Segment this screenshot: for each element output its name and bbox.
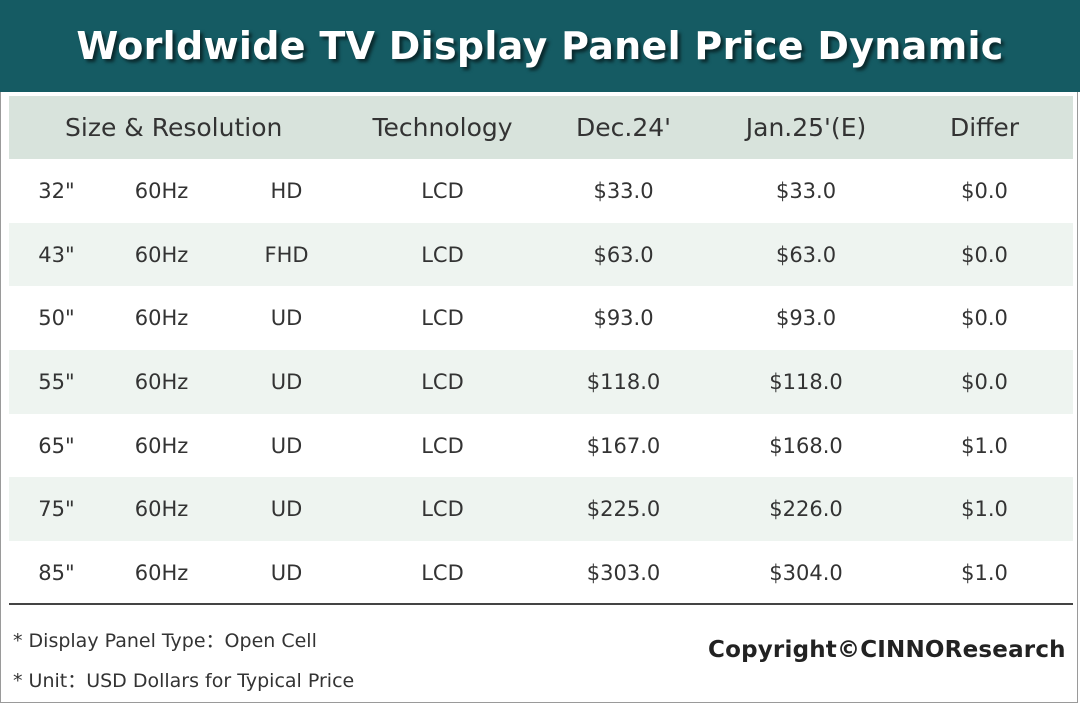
- cell-jan25-price: $168.0: [769, 433, 843, 458]
- cell-technology: LCD: [421, 560, 464, 585]
- copyright-text: Copyright©CINNOResearch: [708, 637, 1066, 663]
- cell-technology: LCD: [421, 242, 464, 267]
- cell-jan25-price: $63.0: [775, 242, 837, 267]
- cell-dec24-price: $33.0: [593, 178, 654, 203]
- table-row: 75" 60Hz UD LCD $225.0 $226.0 $1.0: [9, 477, 1074, 542]
- column-header-dec24: Dec.24': [576, 113, 672, 142]
- table-row: 85" 60Hz UD LCD $303.0 $304.0 $1.0: [9, 541, 1073, 605]
- cell-jan25-price: $93.0: [775, 306, 837, 331]
- cell-differ: $0.0: [961, 242, 1008, 267]
- note-panel-type: * Display Panel Type：Open Cell: [13, 630, 317, 652]
- cell-resolution: UD: [270, 306, 303, 331]
- column-header-jan25: Jan.25'(E): [745, 113, 867, 142]
- table-row: 43" 60Hz FHD LCD $63.0 $63.0 $0.0: [9, 222, 1074, 287]
- cell-differ: $0.0: [961, 306, 1008, 331]
- note-unit: * Unit：USD Dollars for Typical Price: [13, 670, 355, 692]
- table-row: 65" 60Hz UD LCD $167.0 $168.0 $1.0: [9, 414, 1073, 478]
- column-header-size-resolution: Size & Resolution: [65, 113, 283, 142]
- cell-resolution: UD: [270, 497, 303, 522]
- cell-size: 43": [38, 242, 75, 267]
- cell-resolution: UD: [270, 560, 303, 585]
- cell-resolution: FHD: [264, 242, 309, 267]
- cell-differ: $1.0: [961, 433, 1008, 458]
- cell-size: 32": [38, 178, 75, 203]
- price-table: Size & Resolution Technology Dec.24' Jan…: [9, 96, 1074, 605]
- cell-refresh-rate: 60Hz: [134, 560, 189, 585]
- cell-resolution: UD: [270, 433, 303, 458]
- table-row: 55" 60Hz UD LCD $118.0 $118.0 $0.0: [9, 350, 1074, 414]
- cell-differ: $1.0: [961, 497, 1008, 522]
- cell-jan25-price: $226.0: [769, 497, 843, 522]
- cell-refresh-rate: 60Hz: [134, 178, 189, 203]
- cell-size: 75": [38, 497, 75, 522]
- cell-dec24-price: $167.0: [586, 433, 661, 458]
- cell-dec24-price: $118.0: [586, 369, 661, 394]
- table-bottom-rule: [9, 603, 1073, 605]
- table-row: 50" 60Hz UD LCD $93.0 $93.0 $0.0: [9, 286, 1073, 350]
- cell-jan25-price: $33.0: [775, 178, 837, 203]
- cell-differ: $1.0: [961, 560, 1008, 585]
- cell-refresh-rate: 60Hz: [134, 497, 189, 522]
- cell-dec24-price: $225.0: [586, 497, 661, 522]
- cell-dec24-price: $303.0: [586, 560, 661, 585]
- cell-resolution: HD: [270, 178, 303, 203]
- cell-size: 85": [38, 560, 75, 585]
- cell-differ: $0.0: [961, 369, 1008, 394]
- page-title: Worldwide TV Display Panel Price Dynamic: [76, 24, 1004, 68]
- cell-dec24-price: $63.0: [593, 242, 654, 267]
- cell-size: 55": [38, 369, 75, 394]
- cell-technology: LCD: [421, 306, 464, 331]
- cell-refresh-rate: 60Hz: [134, 433, 189, 458]
- cell-refresh-rate: 60Hz: [134, 306, 189, 331]
- table-header-row: Size & Resolution Technology Dec.24' Jan…: [9, 96, 1074, 159]
- price-table-container: Size & Resolution Technology Dec.24' Jan…: [9, 96, 1074, 605]
- table-row: 32" 60Hz HD LCD $33.0 $33.0 $0.0: [9, 159, 1073, 223]
- cell-technology: LCD: [421, 178, 464, 203]
- cell-technology: LCD: [421, 433, 464, 458]
- cell-technology: LCD: [421, 369, 464, 394]
- column-header-technology: Technology: [372, 113, 513, 142]
- cell-refresh-rate: 60Hz: [134, 242, 189, 267]
- cell-dec24-price: $93.0: [593, 306, 654, 331]
- cell-jan25-price: $118.0: [769, 369, 843, 394]
- cell-technology: LCD: [421, 497, 464, 522]
- cell-size: 50": [38, 306, 75, 331]
- table-body: 32" 60Hz HD LCD $33.0 $33.0 $0.0 43" 60Hz FHD LCD $…: [9, 159, 1074, 605]
- cell-size: 65": [38, 433, 75, 458]
- cell-refresh-rate: 60Hz: [134, 369, 189, 394]
- cell-differ: $0.0: [961, 178, 1008, 203]
- cell-resolution: UD: [270, 369, 303, 394]
- cell-jan25-price: $304.0: [769, 560, 843, 585]
- column-header-differ: Differ: [949, 113, 1020, 142]
- title-bar: Worldwide TV Display Panel Price Dynamic: [0, 0, 1080, 92]
